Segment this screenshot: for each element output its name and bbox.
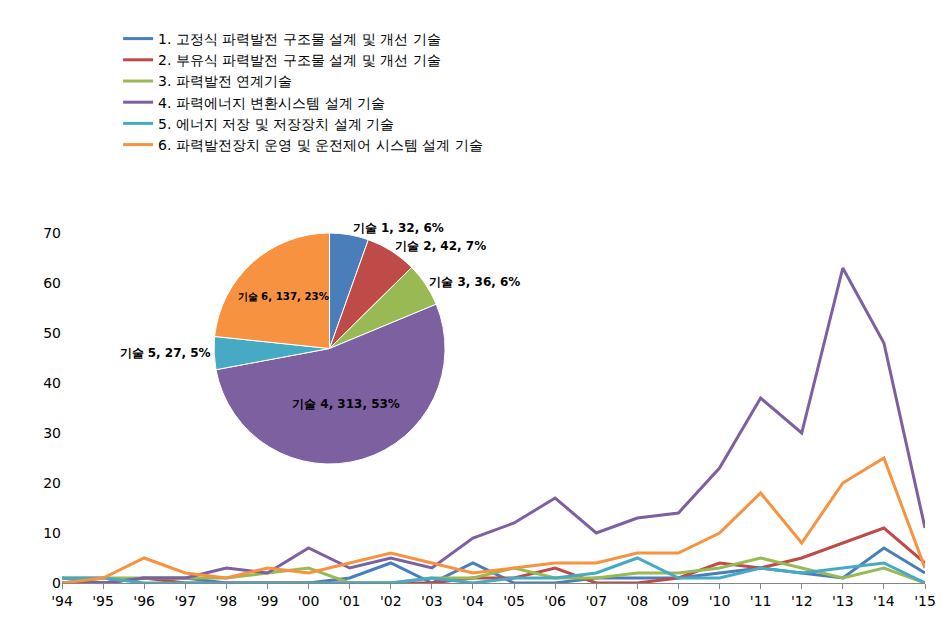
svg-text:기술 4, 313, 53%: 기술 4, 313, 53% (292, 397, 400, 411)
svg-text:10: 10 (43, 525, 61, 541)
svg-text:60: 60 (43, 275, 61, 291)
svg-text:'04: '04 (462, 593, 484, 609)
svg-text:기술 2, 42, 7%: 기술 2, 42, 7% (395, 239, 486, 253)
svg-text:'05: '05 (503, 593, 525, 609)
svg-text:'10: '10 (709, 593, 731, 609)
svg-text:기술 6, 137, 23%: 기술 6, 137, 23% (238, 291, 329, 302)
svg-text:30: 30 (43, 425, 61, 441)
svg-text:'03: '03 (421, 593, 443, 609)
svg-text:기술 5, 27, 5%: 기술 5, 27, 5% (120, 346, 211, 360)
svg-text:'96: '96 (133, 593, 155, 609)
svg-text:1. 고정식 파력발전 구조물 설계 및 개선 기술: 1. 고정식 파력발전 구조물 설계 및 개선 기술 (158, 31, 441, 47)
svg-text:'94: '94 (51, 593, 73, 609)
svg-text:40: 40 (43, 375, 61, 391)
svg-text:'00: '00 (298, 593, 320, 609)
svg-text:'13: '13 (832, 593, 854, 609)
svg-text:'99: '99 (257, 593, 279, 609)
svg-text:'02: '02 (380, 593, 402, 609)
svg-text:기술 1, 32, 6%: 기술 1, 32, 6% (353, 221, 444, 235)
svg-text:4. 파력에너지 변환시스템 설계 기술: 4. 파력에너지 변환시스템 설계 기술 (158, 95, 385, 111)
svg-text:'11: '11 (750, 593, 772, 609)
svg-text:2. 부유식 파력발전 구조물 설계 및 개선 기술: 2. 부유식 파력발전 구조물 설계 및 개선 기술 (158, 52, 441, 68)
svg-text:'01: '01 (339, 593, 361, 609)
svg-text:'07: '07 (585, 593, 607, 609)
svg-text:6. 파력발전장치 운영 및 운전제어 시스템 설계 기술: 6. 파력발전장치 운영 및 운전제어 시스템 설계 기술 (158, 137, 483, 153)
svg-text:'09: '09 (668, 593, 690, 609)
svg-text:'95: '95 (92, 593, 114, 609)
svg-text:기술 3, 36, 6%: 기술 3, 36, 6% (429, 275, 520, 289)
svg-text:3. 파력발전 연계기술: 3. 파력발전 연계기술 (158, 73, 292, 89)
svg-text:5. 에너지 저장 및 저장장치 설계 기술: 5. 에너지 저장 및 저장장치 설계 기술 (158, 116, 394, 132)
svg-text:'98: '98 (216, 593, 238, 609)
svg-text:'14: '14 (873, 593, 895, 609)
svg-text:'08: '08 (626, 593, 648, 609)
svg-text:'06: '06 (544, 593, 566, 609)
svg-text:70: 70 (43, 225, 61, 241)
svg-text:50: 50 (43, 325, 61, 341)
svg-text:0: 0 (52, 575, 61, 591)
svg-text:'12: '12 (791, 593, 813, 609)
svg-text:'97: '97 (174, 593, 196, 609)
svg-text:20: 20 (43, 475, 61, 491)
svg-text:'15: '15 (914, 593, 936, 609)
